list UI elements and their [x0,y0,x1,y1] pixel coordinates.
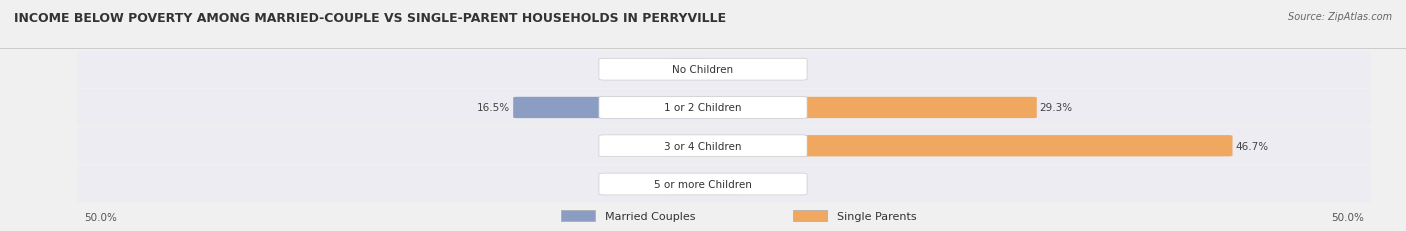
Text: 0.0%: 0.0% [669,179,696,189]
FancyBboxPatch shape [77,166,1371,203]
FancyBboxPatch shape [599,97,807,119]
Text: 0.0%: 0.0% [710,65,737,75]
Text: 0.0%: 0.0% [710,179,737,189]
FancyBboxPatch shape [561,211,595,221]
Text: 50.0%: 50.0% [84,213,117,222]
FancyBboxPatch shape [599,59,807,81]
FancyBboxPatch shape [77,52,1371,88]
FancyBboxPatch shape [700,174,741,195]
FancyBboxPatch shape [599,135,807,157]
Text: Married Couples: Married Couples [605,211,695,221]
Text: 50.0%: 50.0% [1331,213,1364,222]
Text: 5 or more Children: 5 or more Children [654,179,752,189]
FancyBboxPatch shape [665,60,706,80]
FancyBboxPatch shape [77,90,1371,126]
Text: INCOME BELOW POVERTY AMONG MARRIED-COUPLE VS SINGLE-PARENT HOUSEHOLDS IN PERRYVI: INCOME BELOW POVERTY AMONG MARRIED-COUPL… [14,12,725,24]
FancyBboxPatch shape [700,60,741,80]
FancyBboxPatch shape [77,128,1371,164]
FancyBboxPatch shape [665,174,706,195]
FancyBboxPatch shape [699,136,1233,157]
FancyBboxPatch shape [0,49,1406,50]
Text: 29.3%: 29.3% [1039,103,1073,113]
FancyBboxPatch shape [793,211,827,221]
FancyBboxPatch shape [599,173,807,195]
Text: 0.0%: 0.0% [669,141,696,151]
FancyBboxPatch shape [699,97,1036,119]
Text: 1 or 2 Children: 1 or 2 Children [664,103,742,113]
FancyBboxPatch shape [513,97,707,119]
Text: No Children: No Children [672,65,734,75]
Text: Source: ZipAtlas.com: Source: ZipAtlas.com [1288,12,1392,21]
Text: 0.0%: 0.0% [669,65,696,75]
Text: 16.5%: 16.5% [477,103,510,113]
FancyBboxPatch shape [665,136,706,156]
Text: 3 or 4 Children: 3 or 4 Children [664,141,742,151]
Text: Single Parents: Single Parents [837,211,917,221]
Text: 46.7%: 46.7% [1236,141,1268,151]
